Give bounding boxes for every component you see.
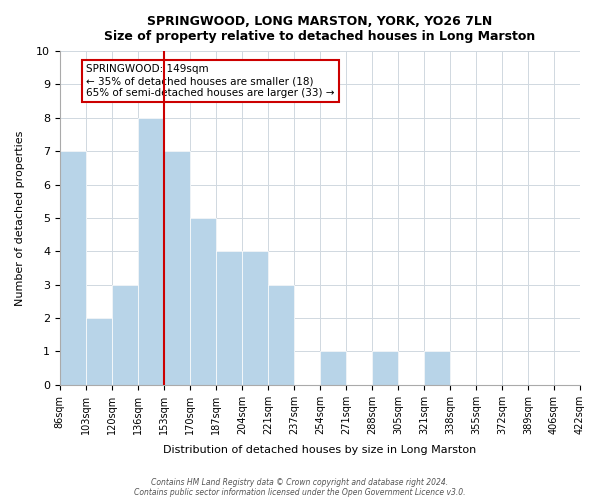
Bar [320, 352, 346, 385]
X-axis label: Distribution of detached houses by size in Long Marston: Distribution of detached houses by size … [163, 445, 476, 455]
Y-axis label: Number of detached properties: Number of detached properties [15, 130, 25, 306]
Bar [86, 318, 112, 385]
Text: Contains HM Land Registry data © Crown copyright and database right 2024.
Contai: Contains HM Land Registry data © Crown c… [134, 478, 466, 497]
Bar [242, 252, 268, 385]
Bar [164, 151, 190, 385]
Bar [372, 352, 398, 385]
Bar [60, 151, 86, 385]
Bar [138, 118, 164, 385]
Bar [424, 352, 450, 385]
Bar [112, 284, 138, 385]
Bar [190, 218, 216, 385]
Text: SPRINGWOOD: 149sqm
← 35% of detached houses are smaller (18)
65% of semi-detache: SPRINGWOOD: 149sqm ← 35% of detached hou… [86, 64, 334, 98]
Bar [216, 252, 242, 385]
Bar [268, 284, 294, 385]
Title: SPRINGWOOD, LONG MARSTON, YORK, YO26 7LN
Size of property relative to detached h: SPRINGWOOD, LONG MARSTON, YORK, YO26 7LN… [104, 15, 536, 43]
